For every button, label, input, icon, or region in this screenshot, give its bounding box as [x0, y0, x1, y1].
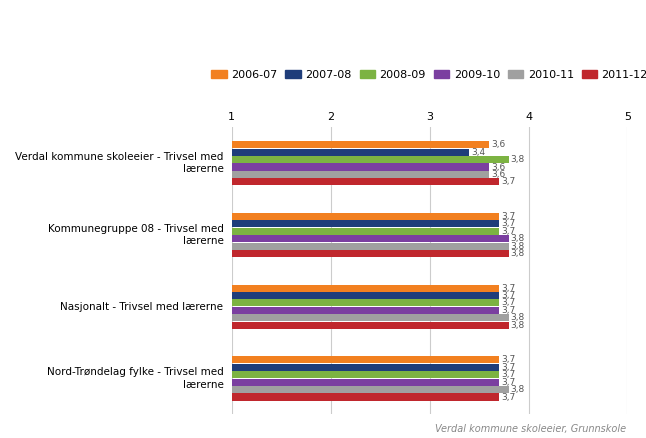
Text: 3,8: 3,8: [511, 242, 525, 251]
Bar: [232, 292, 499, 299]
Bar: [232, 314, 509, 321]
Bar: [232, 300, 499, 307]
Text: 3,7: 3,7: [501, 212, 515, 221]
Text: 3,8: 3,8: [511, 385, 525, 394]
Bar: [232, 322, 509, 329]
Bar: [232, 141, 489, 148]
Text: 3,7: 3,7: [501, 177, 515, 187]
Bar: [232, 171, 489, 178]
Bar: [232, 250, 509, 257]
Text: 3,6: 3,6: [491, 170, 505, 179]
Text: 3,7: 3,7: [501, 363, 515, 372]
Text: 3,6: 3,6: [491, 140, 505, 149]
Text: 3,6: 3,6: [491, 162, 505, 172]
Legend: 2006-07, 2007-08, 2008-09, 2009-10, 2010-11, 2011-12: 2006-07, 2007-08, 2008-09, 2009-10, 2010…: [211, 70, 646, 80]
Bar: [232, 378, 499, 385]
Text: 3,7: 3,7: [501, 227, 515, 236]
Text: 3,4: 3,4: [471, 148, 485, 157]
Text: 3,7: 3,7: [501, 378, 515, 387]
Text: Verdal kommune skoleeier, Grunnskole: Verdal kommune skoleeier, Grunnskole: [435, 424, 627, 434]
Bar: [232, 148, 469, 155]
Bar: [232, 220, 499, 227]
Bar: [232, 307, 499, 314]
Text: 3,7: 3,7: [501, 306, 515, 315]
Text: 3,7: 3,7: [501, 392, 515, 402]
Bar: [232, 235, 509, 242]
Bar: [232, 156, 509, 163]
Bar: [232, 243, 509, 250]
Bar: [232, 356, 499, 363]
Text: 3,7: 3,7: [501, 219, 515, 228]
Bar: [232, 393, 499, 400]
Text: 3,7: 3,7: [501, 370, 515, 379]
Bar: [232, 285, 499, 292]
Bar: [232, 364, 499, 371]
Text: 3,8: 3,8: [511, 155, 525, 164]
Text: 3,8: 3,8: [511, 249, 525, 258]
Bar: [232, 163, 489, 170]
Text: 3,7: 3,7: [501, 283, 515, 293]
Text: 3,7: 3,7: [501, 291, 515, 300]
Text: 3,7: 3,7: [501, 355, 515, 364]
Bar: [232, 228, 499, 235]
Text: 3,8: 3,8: [511, 321, 525, 330]
Bar: [232, 371, 499, 378]
Text: 3,8: 3,8: [511, 234, 525, 243]
Bar: [232, 213, 499, 220]
Bar: [232, 386, 509, 393]
Text: 3,8: 3,8: [511, 313, 525, 322]
Text: 3,7: 3,7: [501, 298, 515, 307]
Bar: [232, 178, 499, 185]
